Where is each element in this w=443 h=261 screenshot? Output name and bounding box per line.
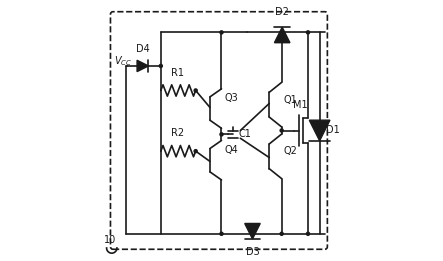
Circle shape [280,31,283,34]
Text: 10: 10 [104,235,116,245]
Circle shape [220,232,223,235]
Text: D2: D2 [275,7,289,17]
Circle shape [194,150,197,153]
Polygon shape [137,60,148,72]
Circle shape [220,31,223,34]
Circle shape [220,133,223,136]
Text: D1: D1 [326,126,340,135]
Polygon shape [309,120,330,141]
Circle shape [280,232,283,235]
Text: Q3: Q3 [224,93,238,103]
Polygon shape [245,223,260,239]
Text: C1: C1 [239,129,252,139]
Text: R1: R1 [171,68,184,78]
Text: Q2: Q2 [284,146,298,156]
Polygon shape [274,27,290,43]
Text: D4: D4 [136,44,150,54]
Circle shape [280,129,283,132]
Circle shape [159,64,163,68]
Text: R2: R2 [171,128,184,138]
Text: M1: M1 [293,100,307,110]
Circle shape [194,89,197,92]
Text: $V_{CC}$: $V_{CC}$ [114,54,132,68]
Text: Q4: Q4 [224,145,238,155]
Circle shape [307,232,310,235]
Text: Q1: Q1 [284,94,298,104]
Text: D3: D3 [245,247,259,257]
Circle shape [307,31,310,34]
